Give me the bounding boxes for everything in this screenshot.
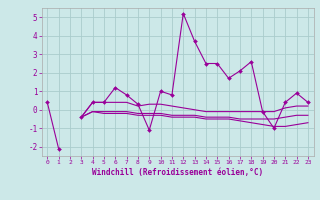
X-axis label: Windchill (Refroidissement éolien,°C): Windchill (Refroidissement éolien,°C): [92, 168, 263, 177]
